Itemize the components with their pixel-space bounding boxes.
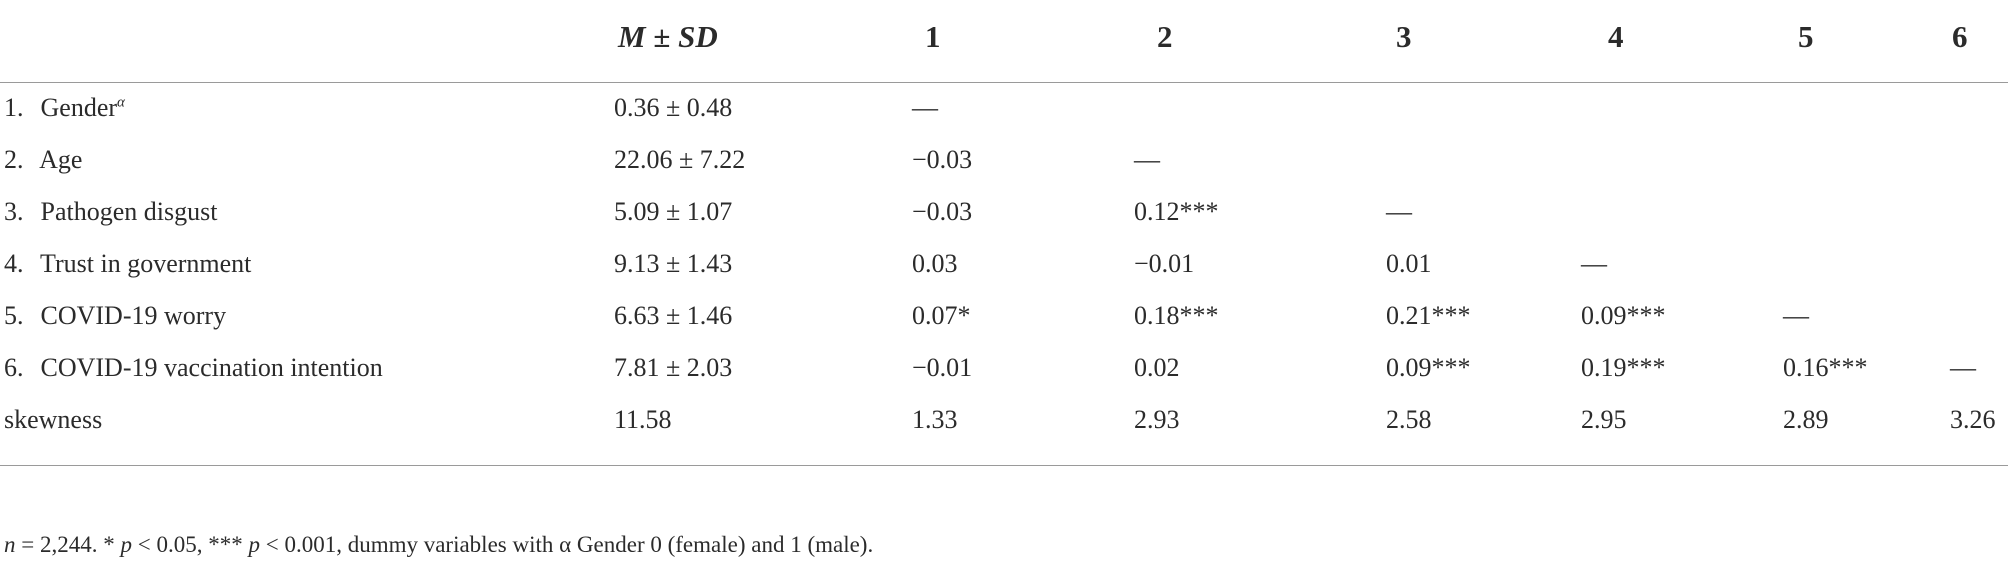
header-col-1: 1: [925, 19, 941, 54]
cell-4-4: —: [1581, 249, 1607, 278]
msd-gender: 0.36 ± 0.48: [614, 93, 733, 122]
cell-6-6: —: [1950, 353, 1976, 382]
msd-age: 22.06 ± 7.22: [614, 145, 746, 174]
header-col-3: 3: [1396, 19, 1412, 54]
cell-1-1: —: [912, 93, 938, 122]
cell-5-3: 0.21***: [1386, 301, 1471, 330]
header-col-4: 4: [1608, 19, 1624, 54]
header-pm: ±: [653, 19, 671, 54]
skew-3: 2.58: [1386, 405, 1432, 434]
header-divider: [0, 82, 2008, 83]
cell-5-5: —: [1783, 301, 1809, 330]
cell-6-2: 0.02: [1134, 353, 1180, 382]
header-m: M: [618, 19, 646, 54]
header-sd: SD: [678, 19, 718, 54]
table-bottom-divider: [0, 465, 2008, 466]
row-label-covid-vaccination-intention: 6. COVID-19 vaccination intention: [4, 353, 383, 382]
cell-5-1: 0.07*: [912, 301, 971, 330]
skew-5: 2.89: [1783, 405, 1829, 434]
skew-1: 1.33: [912, 405, 958, 434]
header-mean-sd: M ± SD: [618, 19, 718, 54]
msd-covid-vaccination-intention: 7.81 ± 2.03: [614, 353, 733, 382]
skew-6: 3.26: [1950, 405, 1996, 434]
skew-4: 2.95: [1581, 405, 1627, 434]
row-label-age: 2. Age: [4, 145, 83, 174]
row-label-gender: 1. Genderα: [4, 93, 125, 122]
skew-msd: 11.58: [614, 405, 672, 434]
cell-2-1: −0.03: [912, 145, 973, 174]
row-label-pathogen-disgust: 3. Pathogen disgust: [4, 197, 218, 226]
cell-2-2: —: [1134, 145, 1160, 174]
skew-2: 2.93: [1134, 405, 1180, 434]
cell-4-3: 0.01: [1386, 249, 1432, 278]
cell-4-1: 0.03: [912, 249, 958, 278]
cell-3-3: —: [1386, 197, 1412, 226]
header-col-2: 2: [1157, 19, 1173, 54]
table-footnote: n = 2,244. * p < 0.05, *** p < 0.001, du…: [4, 532, 874, 557]
row-label-covid-worry: 5. COVID-19 worry: [4, 301, 227, 330]
msd-covid-worry: 6.63 ± 1.46: [614, 301, 733, 330]
cell-4-2: −0.01: [1134, 249, 1195, 278]
msd-trust-in-government: 9.13 ± 1.43: [614, 249, 733, 278]
cell-6-3: 0.09***: [1386, 353, 1471, 382]
cell-5-2: 0.18***: [1134, 301, 1219, 330]
row-label-skewness: skewness: [4, 405, 103, 434]
cell-6-1: −0.01: [912, 353, 973, 382]
row-label-trust-in-government: 4. Trust in government: [4, 249, 252, 278]
cell-6-5: 0.16***: [1783, 353, 1868, 382]
cell-5-4: 0.09***: [1581, 301, 1666, 330]
msd-pathogen-disgust: 5.09 ± 1.07: [614, 197, 733, 226]
cell-3-1: −0.03: [912, 197, 973, 226]
header-col-5: 5: [1798, 19, 1814, 54]
cell-3-2: 0.12***: [1134, 197, 1219, 226]
header-col-6: 6: [1952, 19, 1968, 54]
cell-6-4: 0.19***: [1581, 353, 1666, 382]
